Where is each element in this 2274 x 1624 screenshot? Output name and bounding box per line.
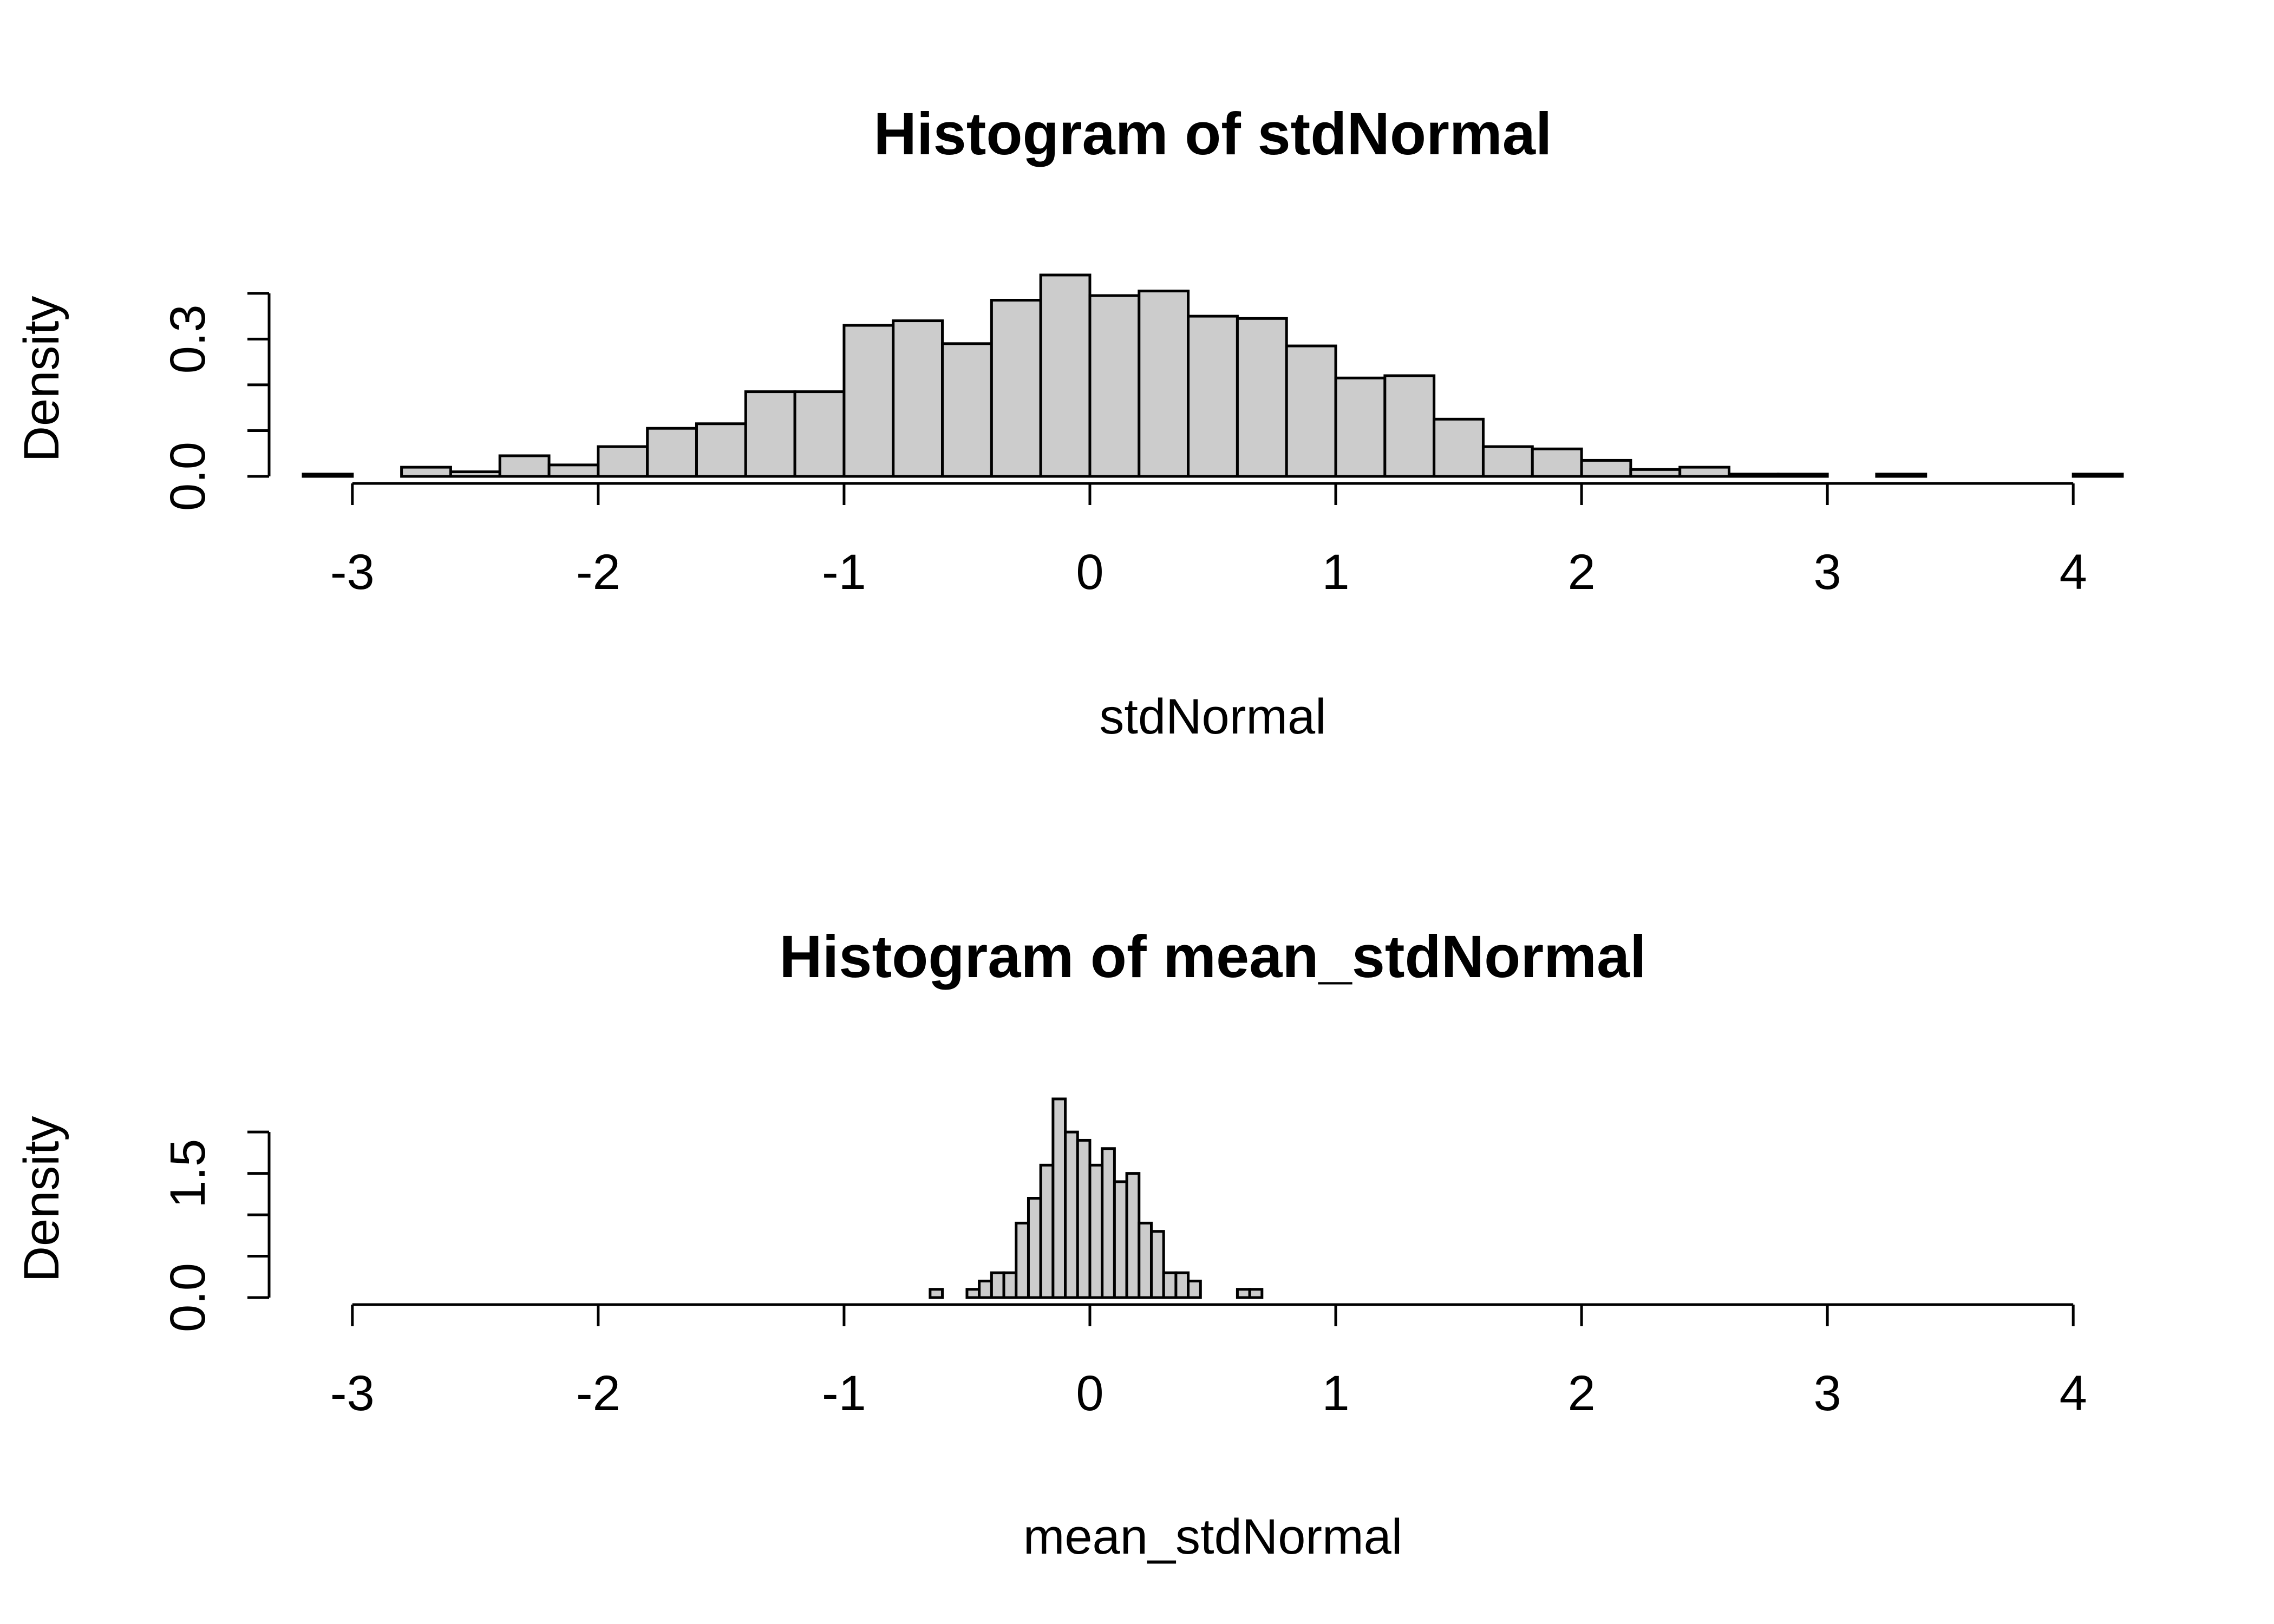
x-tick-label: -2 <box>576 1366 620 1421</box>
x-axis-label: mean_stdNormal <box>1023 1509 1403 1564</box>
histogram-stdnormal-panel: Histogram of stdNormal stdNormal Density… <box>14 101 2124 744</box>
histogram-bar <box>302 473 354 478</box>
histogram-bar <box>965 1288 981 1299</box>
histogram-bar <box>1236 1288 1251 1299</box>
histogram-bar <box>1162 1271 1178 1299</box>
histogram-bar <box>1174 1271 1190 1299</box>
histogram-bar <box>1187 1279 1202 1299</box>
histogram-bar <box>1039 273 1092 478</box>
histogram-bar <box>1629 468 1682 478</box>
x-axis: -3 -2 -1 0 1 2 3 4 <box>330 1303 2087 1421</box>
histogram-bar <box>1580 459 1632 478</box>
histogram-bar <box>1027 1197 1042 1299</box>
histogram-bar <box>1088 1163 1104 1299</box>
histogram-bar <box>1076 1138 1092 1299</box>
histogram-bar <box>1138 1221 1153 1299</box>
histogram-mean-stdnormal-panel: Histogram of mean_stdNormal mean_stdNorm… <box>14 924 2087 1564</box>
histogram-bar <box>1125 1172 1141 1299</box>
histogram-bar <box>1433 417 1485 478</box>
x-tick-label: 2 <box>1567 1366 1595 1421</box>
x-tick-label: 2 <box>1567 545 1595 600</box>
x-tick-label: 1 <box>1322 545 1349 600</box>
x-tick-label: 3 <box>1814 1366 1841 1421</box>
histogram-bar <box>1383 374 1436 478</box>
histogram-bar <box>1149 1230 1165 1299</box>
y-axis-label: Density <box>14 296 69 462</box>
histogram-bar <box>498 454 551 478</box>
y-axis: 0.0 0.3 <box>160 292 271 511</box>
chart-title: Histogram of mean_stdNormal <box>779 924 1646 990</box>
histogram-bar <box>1051 1097 1067 1299</box>
histogram-bar <box>449 470 501 478</box>
chart-title: Histogram of stdNormal <box>874 101 1552 167</box>
y-tick-label: 0.0 <box>160 1263 215 1332</box>
histogram-bar <box>2072 473 2124 478</box>
histogram-bar <box>1101 1147 1116 1299</box>
x-axis: -3 -2 -1 0 1 2 3 4 <box>330 482 2087 600</box>
histogram-bar <box>597 445 649 478</box>
histogram-bar <box>1187 315 1239 478</box>
histogram-bar <box>1481 445 1534 478</box>
x-tick-label: -3 <box>330 545 375 600</box>
x-tick-label: -1 <box>822 1366 866 1421</box>
x-tick-label: -2 <box>576 545 620 600</box>
y-tick-label: 0.3 <box>160 304 215 374</box>
y-axis-label: Density <box>14 1116 69 1282</box>
histogram-bar <box>990 1271 1005 1299</box>
histogram-bar <box>1248 1288 1264 1299</box>
histogram-bar <box>793 390 846 478</box>
x-tick-label: 1 <box>1322 1366 1349 1421</box>
bars <box>302 273 2124 478</box>
y-axis: 0.0 1.5 <box>160 1130 271 1332</box>
histogram-bar <box>1678 466 1731 478</box>
histogram-bar <box>1285 344 1337 478</box>
histogram-bar <box>1113 1180 1128 1299</box>
histogram-bar <box>842 324 895 478</box>
x-tick-label: -1 <box>822 545 866 600</box>
histogram-bar <box>695 422 747 478</box>
x-tick-label: 0 <box>1076 1366 1103 1421</box>
histogram-bar <box>1015 1221 1030 1299</box>
histogram-bar <box>978 1279 993 1299</box>
histogram-bar <box>1088 294 1141 478</box>
y-tick-label: 0.0 <box>160 442 215 511</box>
histogram-bar <box>744 390 796 478</box>
histogram-bar <box>1002 1271 1018 1299</box>
bars <box>929 1097 1264 1299</box>
histogram-bar <box>990 299 1042 478</box>
x-axis-label: stdNormal <box>1099 689 1326 744</box>
x-tick-label: -3 <box>330 1366 375 1421</box>
histogram-bar <box>1728 473 1780 478</box>
x-tick-label: 3 <box>1814 545 1841 600</box>
histogram-bar <box>1776 473 1829 478</box>
histogram-bar <box>941 342 993 478</box>
histogram-bar <box>646 427 698 478</box>
histogram-bar <box>400 466 452 478</box>
histogram-bar <box>1236 317 1288 478</box>
histogram-bar <box>1875 473 1927 478</box>
histogram-bar <box>929 1288 944 1299</box>
y-tick-label: 1.5 <box>160 1139 215 1208</box>
histogram-bar <box>1531 447 1583 478</box>
histogram-bar <box>892 319 944 478</box>
x-tick-label: 4 <box>2060 545 2087 600</box>
x-tick-label: 0 <box>1076 545 1103 600</box>
histogram-bar <box>547 463 600 478</box>
histogram-bar <box>1334 376 1387 478</box>
x-tick-label: 4 <box>2060 1366 2087 1421</box>
histogram-bar <box>1039 1163 1055 1299</box>
histogram-bar <box>1138 290 1190 478</box>
histogram-bar <box>1064 1130 1079 1299</box>
